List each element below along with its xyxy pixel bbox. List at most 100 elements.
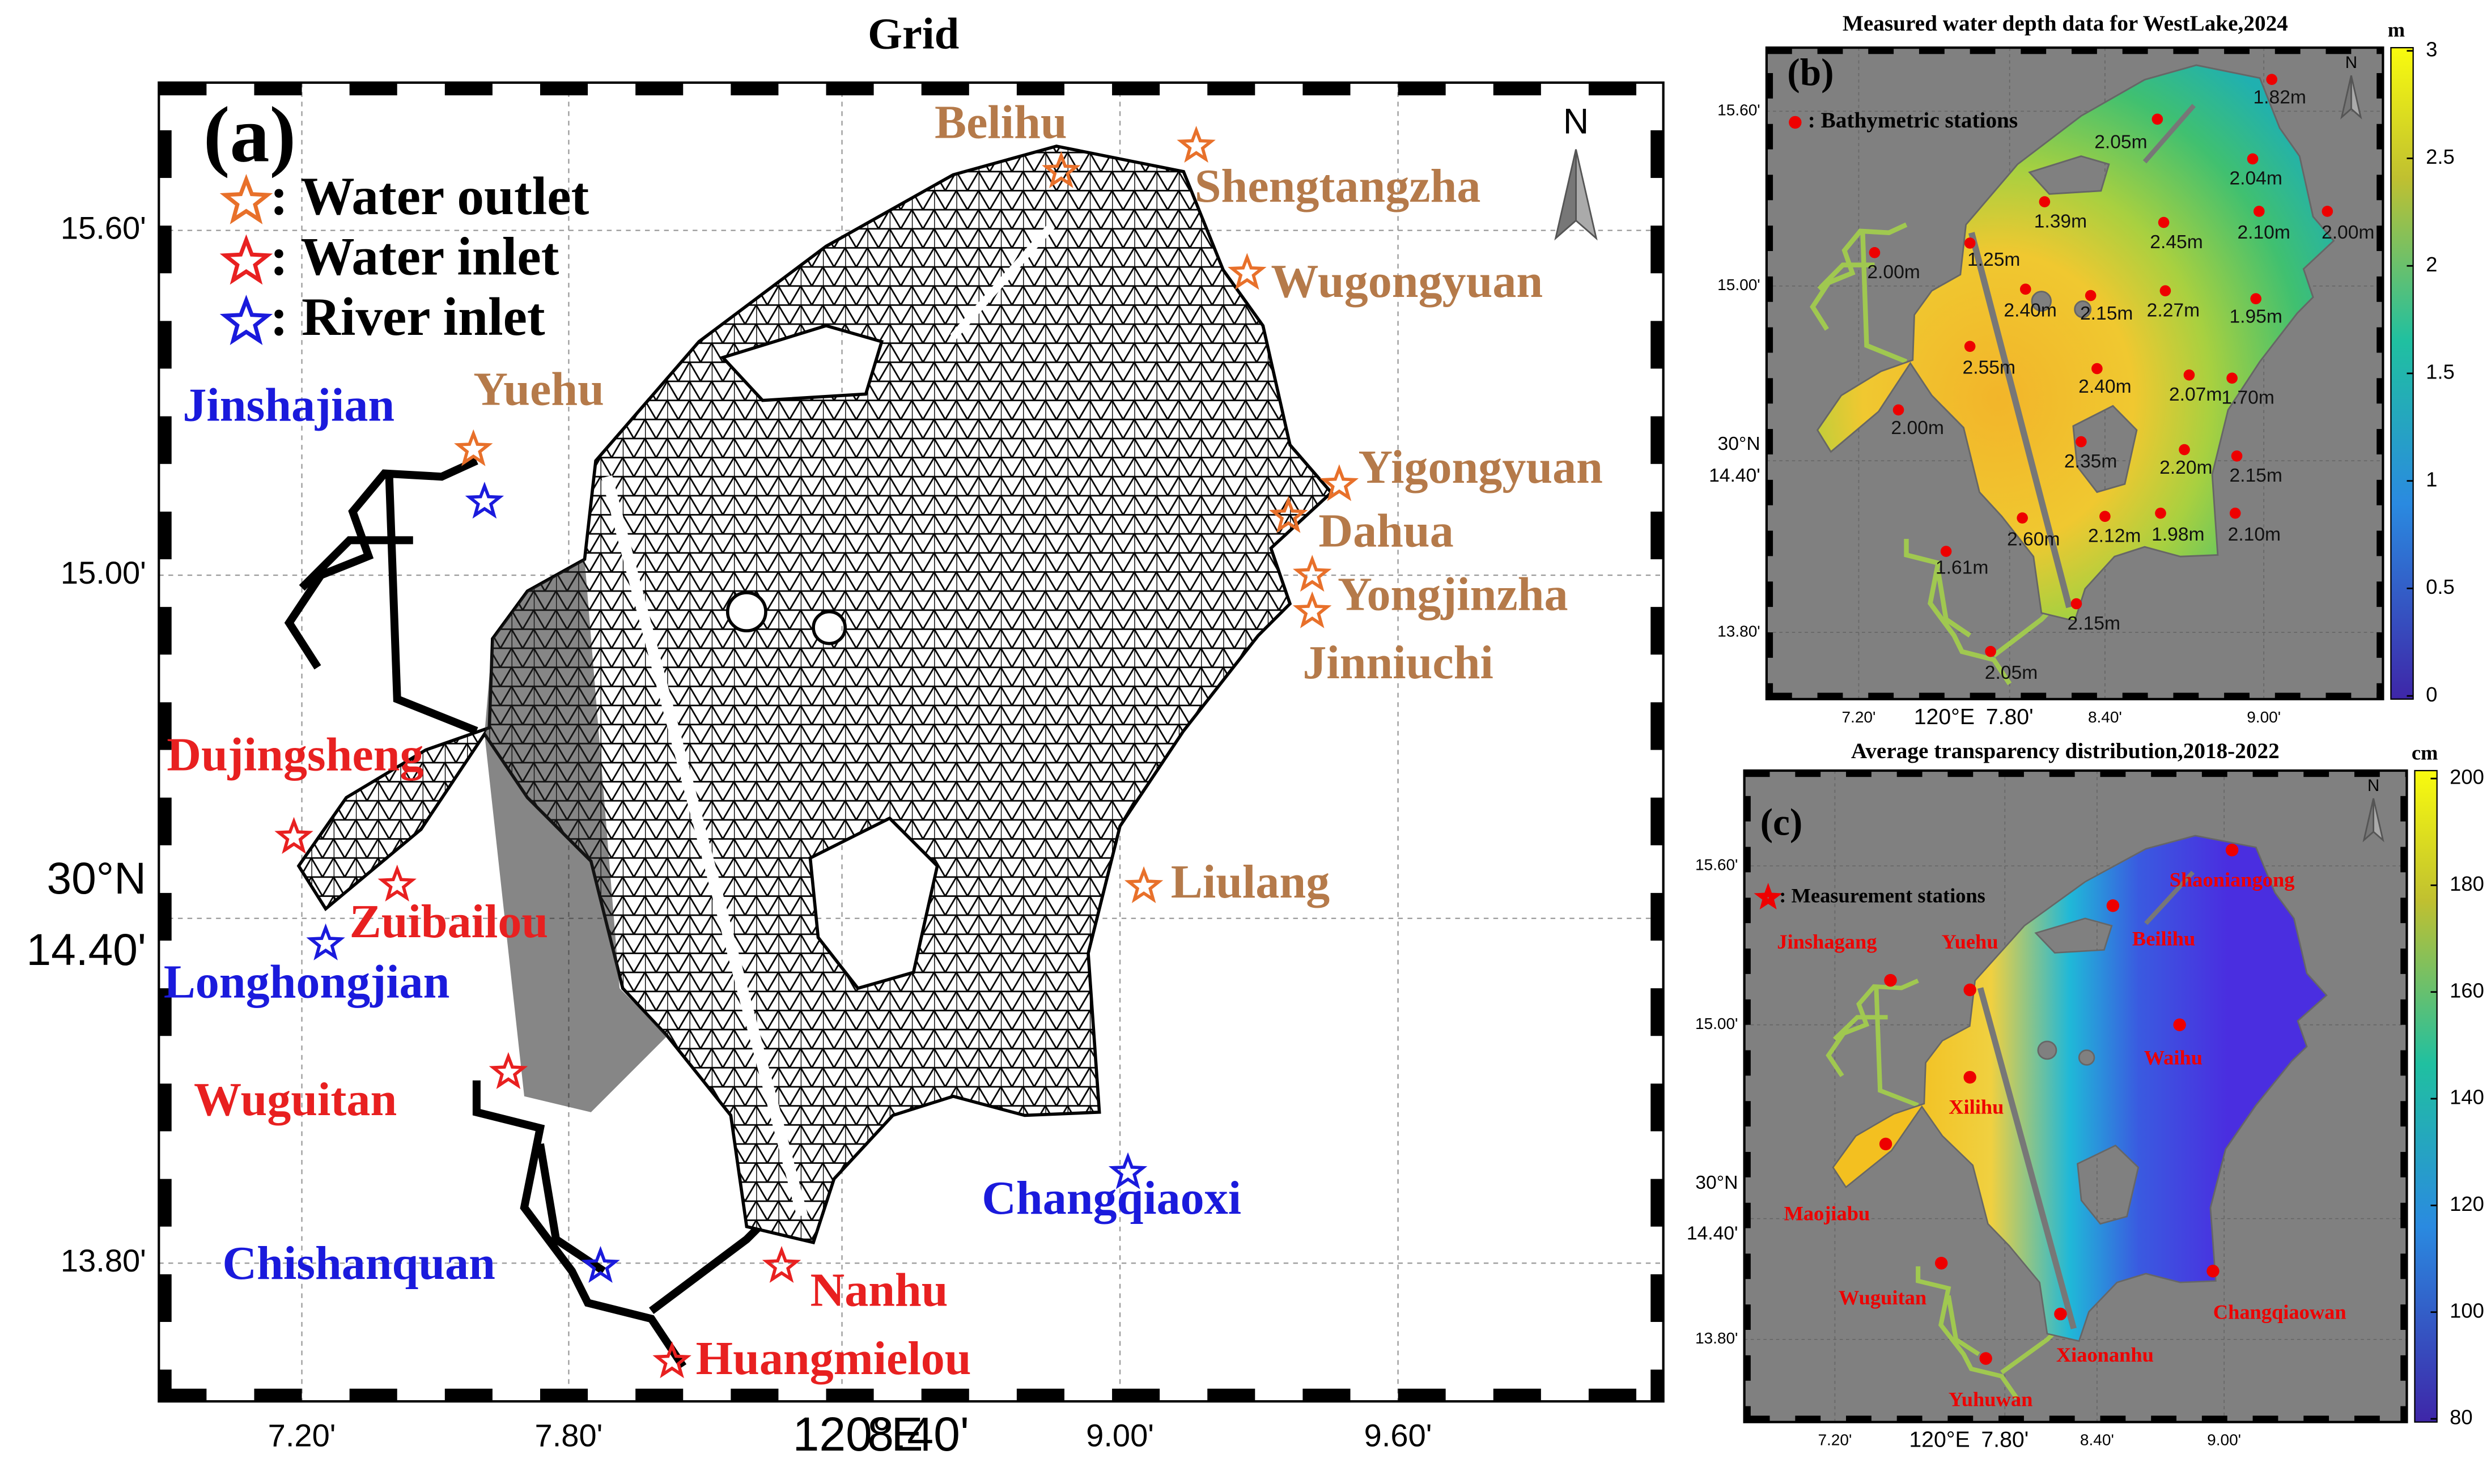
station-dot: [1963, 983, 1976, 997]
frame-tick: [2400, 1355, 2407, 1381]
colorbar-unit: cm: [2412, 741, 2438, 764]
frame-tick: [2021, 48, 2047, 54]
station-depth: 2.05m: [2094, 131, 2147, 152]
station-dot: [2229, 507, 2241, 519]
colorbar-tick-label: 140: [2450, 1086, 2484, 1109]
frame-tick: [2400, 1406, 2407, 1422]
station-dot: [1964, 237, 1976, 249]
legend-text: : River inlet: [270, 287, 545, 347]
frame-tick: [1650, 321, 1664, 369]
station-name: Xilihu: [1949, 1096, 2004, 1119]
frame-tick: [2400, 796, 2407, 822]
star-symbol: [1754, 882, 1783, 910]
y-tick-label: 14.40': [27, 925, 146, 975]
station-dot: [2231, 450, 2243, 462]
frame-tick: [1650, 702, 1664, 750]
station-dot: [2266, 74, 2278, 86]
x-tick-label: 7.20': [268, 1417, 336, 1453]
frame-tick: [1766, 327, 1773, 353]
colorbar-tick-label: 1.5: [2426, 360, 2455, 384]
frame-tick: [159, 1370, 172, 1402]
north-arrow: [1554, 149, 1577, 241]
frame-tick: [1896, 770, 1923, 777]
legend-text: : Bathymetric stations: [1808, 108, 2018, 133]
station-dot: [1940, 546, 1952, 557]
lake: [1826, 835, 2328, 1400]
colorbar-tick-label: 2.5: [2426, 145, 2455, 168]
station-name: Changqiaowan: [2213, 1300, 2346, 1323]
frame-tick: [1650, 607, 1664, 655]
station-depth: 2.00m: [1891, 418, 1943, 439]
station-depth: 2.05m: [1985, 662, 2038, 683]
frame-tick: [1970, 48, 1996, 54]
legend-text: : Water inlet: [270, 227, 559, 287]
station-dot: [2070, 598, 2082, 610]
star-symbol: [1293, 591, 1332, 628]
frame-tick: [159, 607, 172, 655]
station-dot: [2158, 216, 2170, 228]
frame-tick: [1207, 82, 1255, 96]
frame-tick: [2400, 1304, 2407, 1330]
colorbar-tick-label: 80: [2450, 1406, 2473, 1429]
causeway: [2144, 870, 2195, 925]
colorbar-tick-label: 1: [2426, 467, 2437, 491]
station-depth: 2.10m: [2228, 524, 2281, 545]
frame-tick: [1744, 1202, 1751, 1228]
site-label: Yuehu: [473, 363, 604, 416]
frame-tick: [1588, 82, 1637, 96]
site-label: Liulang: [1171, 856, 1330, 908]
star-symbol: [1042, 151, 1081, 189]
frame-tick: [1398, 1388, 1446, 1402]
frame-tick: [2049, 1415, 2075, 1422]
y-tick-label: 15.00': [1695, 1015, 1738, 1032]
star-symbol: [1228, 253, 1267, 290]
colorbar-tick-label: 0.5: [2426, 575, 2455, 598]
station-dot: [2106, 899, 2120, 912]
station-dot: [2225, 843, 2239, 857]
frame-tick: [2151, 770, 2177, 777]
frame-tick: [349, 82, 397, 96]
channels: [284, 457, 782, 1369]
causeway: [601, 475, 808, 1217]
frame-tick: [2400, 1202, 2407, 1228]
frame-tick: [2224, 48, 2250, 54]
frame-tick: [1744, 1050, 1751, 1076]
station-dot: [2173, 1018, 2186, 1031]
station-dot: [2151, 113, 2163, 125]
lake-mesh: [296, 144, 1334, 1245]
frame-tick: [159, 416, 172, 464]
legend-text: : Water outlet: [270, 166, 589, 226]
frame-tick: [2377, 175, 2383, 201]
frame-tick: [159, 797, 172, 845]
panel-title: Measured water depth data for WestLake,2…: [1843, 11, 2288, 36]
frame-tick: [635, 1388, 684, 1402]
north-arrow: [2340, 75, 2352, 120]
frame-tick: [2224, 692, 2250, 699]
station-dot: [1884, 973, 1897, 987]
panel-label: (b): [1787, 51, 1834, 93]
frame-tick: [1766, 124, 1773, 150]
colorbar-tick-label: 0: [2426, 683, 2437, 706]
station-depth: 2.20m: [2159, 457, 2212, 478]
station-depth: 2.07m: [2169, 384, 2222, 405]
frame-tick: [1207, 1388, 1255, 1402]
frame-tick: [1795, 770, 1821, 777]
frame-tick: [159, 226, 172, 274]
frame-tick: [1650, 988, 1664, 1036]
frame-tick: [2049, 770, 2075, 777]
station-dot: [2226, 372, 2238, 384]
frame-tick: [2377, 683, 2383, 699]
station-name: Waihu: [2144, 1047, 2203, 1069]
station-dot: [2155, 507, 2166, 519]
frame-tick: [1846, 770, 1872, 777]
station-depth: 2.04m: [2229, 168, 2282, 189]
x-tick-label: 9.60': [1364, 1417, 1432, 1453]
frame-tick: [921, 1388, 969, 1402]
x-tick-label: 8.40': [2080, 1431, 2114, 1449]
star-symbol: [306, 923, 345, 960]
frame-tick: [2326, 692, 2352, 699]
station-depth: 2.15m: [2229, 465, 2282, 486]
x-tick-label: 7.80': [1986, 704, 2034, 729]
frame-tick: [1817, 692, 1843, 699]
frame-tick: [2377, 226, 2383, 252]
